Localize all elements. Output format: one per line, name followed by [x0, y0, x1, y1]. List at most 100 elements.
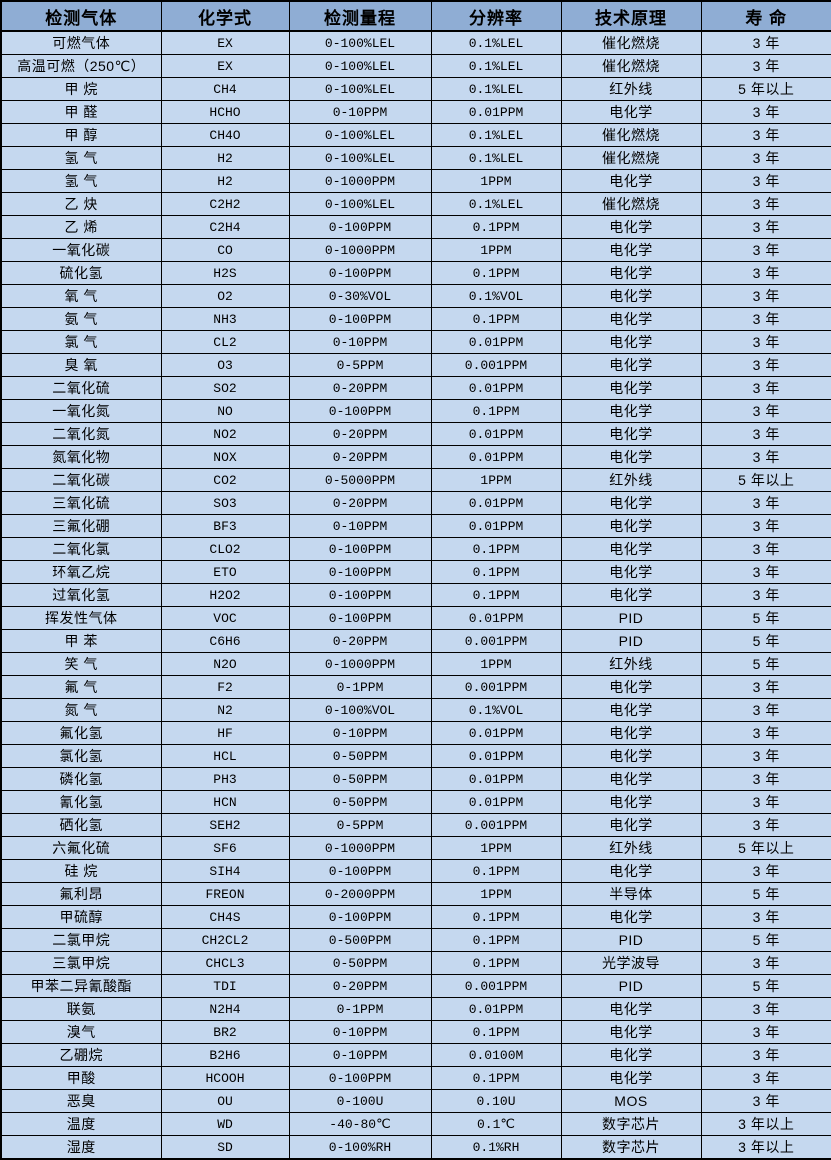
cell-formula: TDI	[160, 974, 290, 998]
cell-principle: 电化学	[560, 215, 702, 239]
cell-formula: ETO	[160, 560, 290, 584]
column-header-formula: 化学式	[160, 0, 290, 32]
cell-principle: 电化学	[560, 790, 702, 814]
cell-range: 0-100%LEL	[288, 77, 432, 101]
cell-life: 3 年	[700, 100, 831, 124]
cell-range: 0-20PPM	[288, 491, 432, 515]
table-row: 二氧化硫 SO2 0-20PPM 0.01PPM 电化学 3 年	[0, 376, 831, 400]
cell-life: 3 年	[700, 422, 831, 446]
cell-principle: 电化学	[560, 353, 702, 377]
cell-formula: N2H4	[160, 997, 290, 1021]
cell-life: 3 年	[700, 1089, 831, 1113]
cell-life: 3 年	[700, 353, 831, 377]
cell-name: 臭 氧	[0, 353, 162, 377]
cell-principle: 电化学	[560, 1043, 702, 1067]
cell-range: 0-10PPM	[288, 100, 432, 124]
table-row: 氯 气 CL2 0-10PPM 0.01PPM 电化学 3 年	[0, 330, 831, 354]
cell-resolution: 0.01PPM	[430, 606, 562, 630]
cell-resolution: 0.1%VOL	[430, 698, 562, 722]
cell-range: 0-1000PPM	[288, 836, 432, 860]
column-header-range: 检测量程	[288, 0, 432, 32]
cell-life: 3 年	[700, 54, 831, 78]
cell-principle: 电化学	[560, 859, 702, 883]
cell-name: 氢 气	[0, 146, 162, 170]
cell-name: 氮氧化物	[0, 445, 162, 469]
table-row: 甲硫醇 CH4S 0-100PPM 0.1PPM 电化学 3 年	[0, 905, 831, 929]
table-row: 氟化氢 HF 0-10PPM 0.01PPM 电化学 3 年	[0, 721, 831, 745]
table-row: 磷化氢 PH3 0-50PPM 0.01PPM 电化学 3 年	[0, 767, 831, 791]
cell-resolution: 0.01PPM	[430, 422, 562, 446]
cell-principle: 催化燃烧	[560, 30, 702, 55]
cell-principle: PID	[560, 974, 702, 998]
table-row: 湿度 SD 0-100%RH 0.1%RH 数字芯片 3 年以上	[0, 1135, 831, 1160]
cell-life: 3 年	[700, 951, 831, 975]
cell-range: 0-50PPM	[288, 951, 432, 975]
cell-resolution: 0.1%LEL	[430, 146, 562, 170]
cell-range: 0-100PPM	[288, 1066, 432, 1090]
cell-name: 甲硫醇	[0, 905, 162, 929]
cell-range: 0-100%LEL	[288, 54, 432, 78]
cell-formula: CH4O	[160, 123, 290, 147]
cell-name: 甲 醛	[0, 100, 162, 124]
cell-name: 硒化氢	[0, 813, 162, 837]
cell-principle: 电化学	[560, 560, 702, 584]
cell-formula: HF	[160, 721, 290, 745]
cell-resolution: 0.01PPM	[430, 330, 562, 354]
cell-formula: SO2	[160, 376, 290, 400]
cell-life: 5 年	[700, 652, 831, 676]
cell-range: 0-100PPM	[288, 399, 432, 423]
cell-range: 0-2000PPM	[288, 882, 432, 906]
cell-life: 3 年	[700, 146, 831, 170]
cell-resolution: 0.10U	[430, 1089, 562, 1113]
cell-range: 0-20PPM	[288, 422, 432, 446]
cell-name: 磷化氢	[0, 767, 162, 791]
cell-life: 3 年	[700, 698, 831, 722]
cell-principle: 电化学	[560, 583, 702, 607]
cell-resolution: 0.01PPM	[430, 376, 562, 400]
cell-formula: SEH2	[160, 813, 290, 837]
cell-name: 环氧乙烷	[0, 560, 162, 584]
column-header-life: 寿 命	[700, 0, 831, 32]
cell-formula: O3	[160, 353, 290, 377]
cell-resolution: 0.01PPM	[430, 514, 562, 538]
cell-formula: CO	[160, 238, 290, 262]
table-row: 氯化氢 HCL 0-50PPM 0.01PPM 电化学 3 年	[0, 744, 831, 768]
cell-range: 0-5PPM	[288, 353, 432, 377]
cell-range: 0-30%VOL	[288, 284, 432, 308]
cell-range: 0-100PPM	[288, 905, 432, 929]
cell-formula: HCN	[160, 790, 290, 814]
column-header-gas-name: 检测气体	[0, 0, 162, 32]
cell-range: 0-100PPM	[288, 859, 432, 883]
cell-principle: 电化学	[560, 744, 702, 768]
cell-life: 3 年	[700, 376, 831, 400]
cell-resolution: 0.1PPM	[430, 537, 562, 561]
cell-principle: 数字芯片	[560, 1112, 702, 1136]
cell-name: 氮 气	[0, 698, 162, 722]
table-row: 二氧化氮 NO2 0-20PPM 0.01PPM 电化学 3 年	[0, 422, 831, 446]
cell-formula: H2	[160, 146, 290, 170]
cell-resolution: 0.001PPM	[430, 974, 562, 998]
cell-formula: C6H6	[160, 629, 290, 653]
cell-life: 3 年	[700, 169, 831, 193]
cell-formula: BR2	[160, 1020, 290, 1044]
cell-resolution: 0.1PPM	[430, 859, 562, 883]
cell-resolution: 0.1%LEL	[430, 77, 562, 101]
cell-formula: NH3	[160, 307, 290, 331]
table-row: 二氧化碳 CO2 0-5000PPM 1PPM 红外线 5 年以上	[0, 468, 831, 492]
cell-formula: H2O2	[160, 583, 290, 607]
column-header-principle: 技术原理	[560, 0, 702, 32]
cell-resolution: 0.1PPM	[430, 560, 562, 584]
cell-resolution: 0.1PPM	[430, 399, 562, 423]
cell-name: 氰化氢	[0, 790, 162, 814]
cell-principle: 数字芯片	[560, 1135, 702, 1160]
cell-life: 3 年	[700, 215, 831, 239]
cell-resolution: 0.1PPM	[430, 261, 562, 285]
cell-resolution: 1PPM	[430, 169, 562, 193]
cell-name: 氨 气	[0, 307, 162, 331]
cell-name: 六氟化硫	[0, 836, 162, 860]
cell-name: 乙硼烷	[0, 1043, 162, 1067]
cell-formula: HCHO	[160, 100, 290, 124]
cell-name: 氟化氢	[0, 721, 162, 745]
cell-range: 0-100PPM	[288, 606, 432, 630]
cell-range: 0-10PPM	[288, 514, 432, 538]
